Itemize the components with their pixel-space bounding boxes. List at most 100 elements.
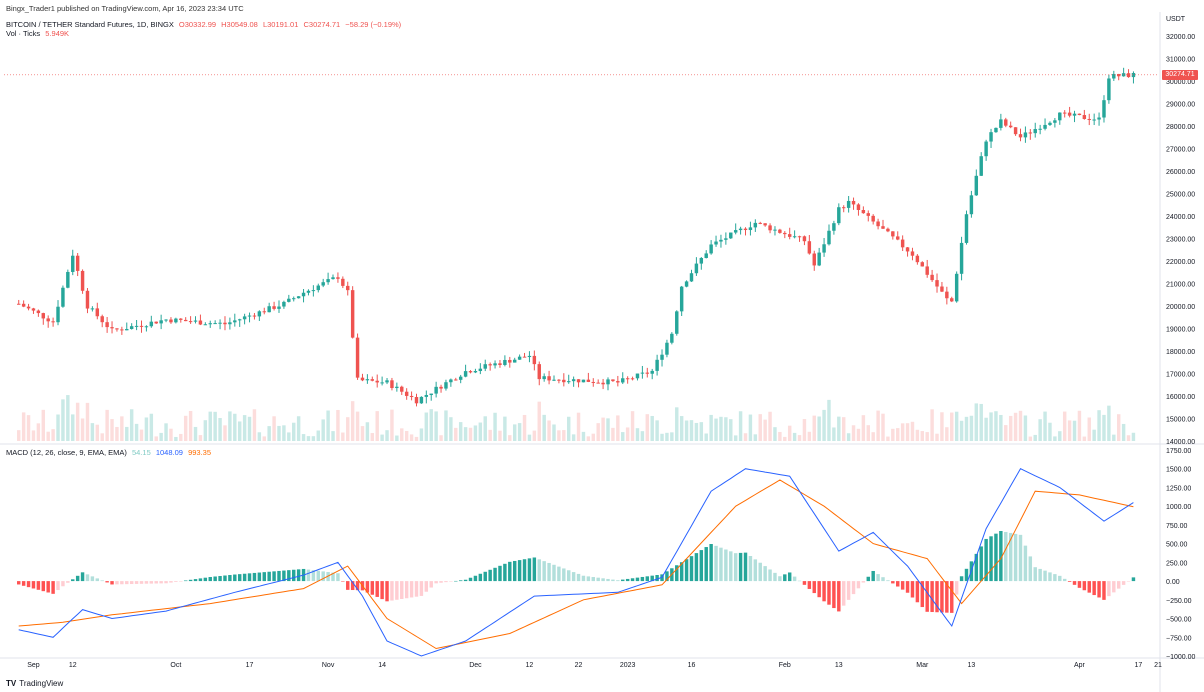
volume-bar — [856, 428, 861, 441]
volume-bar — [994, 411, 998, 441]
volume-bar — [218, 418, 222, 441]
candle-body — [375, 380, 379, 383]
candle-body — [21, 303, 26, 307]
symbol-legend: BITCOIN / TETHER Standard Futures, 1D, B… — [6, 20, 404, 29]
volume-bar — [419, 428, 424, 441]
candle-body — [763, 223, 767, 226]
candle-body — [100, 316, 104, 323]
macd-histogram-bar — [493, 567, 497, 582]
time-tick-label: 22 — [575, 662, 583, 669]
volume-bar — [989, 412, 993, 441]
macd-histogram-bar — [900, 581, 905, 590]
candle-body — [557, 379, 561, 381]
macd-histogram-bar — [1004, 531, 1008, 582]
candle-body — [503, 359, 507, 365]
volume-bar — [763, 419, 767, 441]
candle-body — [704, 253, 708, 259]
candle-body — [822, 244, 826, 253]
candle-body — [797, 236, 802, 238]
volume-bar — [557, 430, 561, 441]
candle-body — [1004, 119, 1008, 126]
macd-histogram-bar — [748, 555, 753, 582]
macd-histogram-bar — [429, 581, 433, 588]
macd-histogram-bar — [424, 581, 429, 592]
volume-bar — [655, 420, 659, 441]
volume-bar — [179, 433, 183, 441]
macd-histogram-bar — [945, 581, 949, 613]
macd-histogram-bar — [596, 577, 600, 582]
volume-bar — [1067, 420, 1072, 441]
candle-body — [139, 325, 144, 327]
candle-body — [400, 386, 404, 392]
volume-bar — [979, 403, 983, 441]
macd-histogram-bar — [763, 566, 767, 582]
macd-histogram-bar — [71, 579, 75, 582]
volume-bar — [665, 432, 669, 441]
macd-hist-value: 54.15 — [131, 448, 151, 457]
macd-histogram-bar — [355, 581, 360, 591]
macd-histogram-bar — [512, 560, 517, 582]
volume-bar — [601, 417, 605, 441]
candle-body — [350, 290, 355, 338]
tv-logo-icon: TV — [6, 679, 17, 688]
volume-bar — [729, 419, 733, 441]
candle-body — [1097, 117, 1101, 120]
macd-histogram-bar — [827, 581, 831, 605]
volume-bar — [228, 411, 232, 441]
macd-histogram-bar — [743, 552, 748, 582]
price-tick-label: 23000.00 — [1166, 237, 1195, 244]
volume-bar — [1028, 436, 1033, 441]
macd-histogram-bar — [1043, 570, 1047, 582]
candle-body — [463, 371, 468, 377]
time-tick-label: 17 — [246, 662, 254, 669]
candle-body — [581, 379, 586, 383]
volume-bar — [797, 435, 802, 441]
volume-bar — [61, 399, 65, 441]
macd-histogram-bar — [409, 581, 414, 598]
candle-body — [832, 223, 836, 231]
macd-histogram-bar — [778, 576, 782, 582]
volume-bar — [296, 416, 301, 441]
volume-bar — [1008, 415, 1013, 441]
time-tick-label: 21 — [1154, 662, 1162, 669]
candle-body — [1048, 122, 1052, 125]
volume-bar — [905, 423, 910, 441]
candle-body — [787, 234, 792, 237]
candle-body — [159, 320, 163, 324]
macd-histogram-bar — [267, 571, 271, 582]
candle-body — [237, 319, 242, 321]
volume-bar — [449, 417, 453, 441]
volume-bar — [802, 419, 807, 441]
macd-histogram-bar — [581, 575, 586, 582]
macd-histogram-bar — [257, 572, 262, 582]
volume-bar — [552, 424, 556, 441]
candle-body — [900, 239, 905, 248]
volume-bar — [1048, 422, 1052, 441]
candle-body — [56, 306, 60, 323]
candle-body — [444, 382, 448, 389]
candle-body — [994, 127, 998, 133]
macd-histogram-bar — [621, 579, 625, 582]
candle-body — [748, 227, 753, 231]
volume-bar — [21, 412, 26, 441]
macd-histogram-bar — [665, 571, 669, 582]
candle-body — [316, 285, 320, 291]
volume-bar — [1038, 419, 1042, 441]
candle-body — [925, 266, 929, 275]
macd-histogram-bar — [552, 564, 556, 582]
candle-body — [621, 378, 625, 383]
candle-body — [881, 226, 885, 229]
macd-histogram-bar — [498, 565, 502, 582]
volume-bar — [341, 432, 345, 441]
macd-histogram-bar — [51, 581, 55, 594]
volume-bar — [262, 436, 266, 441]
volume-bar — [787, 425, 792, 441]
macd-label: MACD (12, 26, close, 9, EMA, EMA) — [6, 448, 127, 457]
candle-body — [1131, 73, 1136, 78]
volume-bar — [699, 422, 704, 441]
volume-bar — [689, 420, 694, 441]
macd-histogram-bar — [198, 578, 203, 582]
candle-body — [134, 325, 139, 327]
volume-bar — [188, 410, 193, 441]
macd-histogram-bar — [846, 581, 851, 600]
